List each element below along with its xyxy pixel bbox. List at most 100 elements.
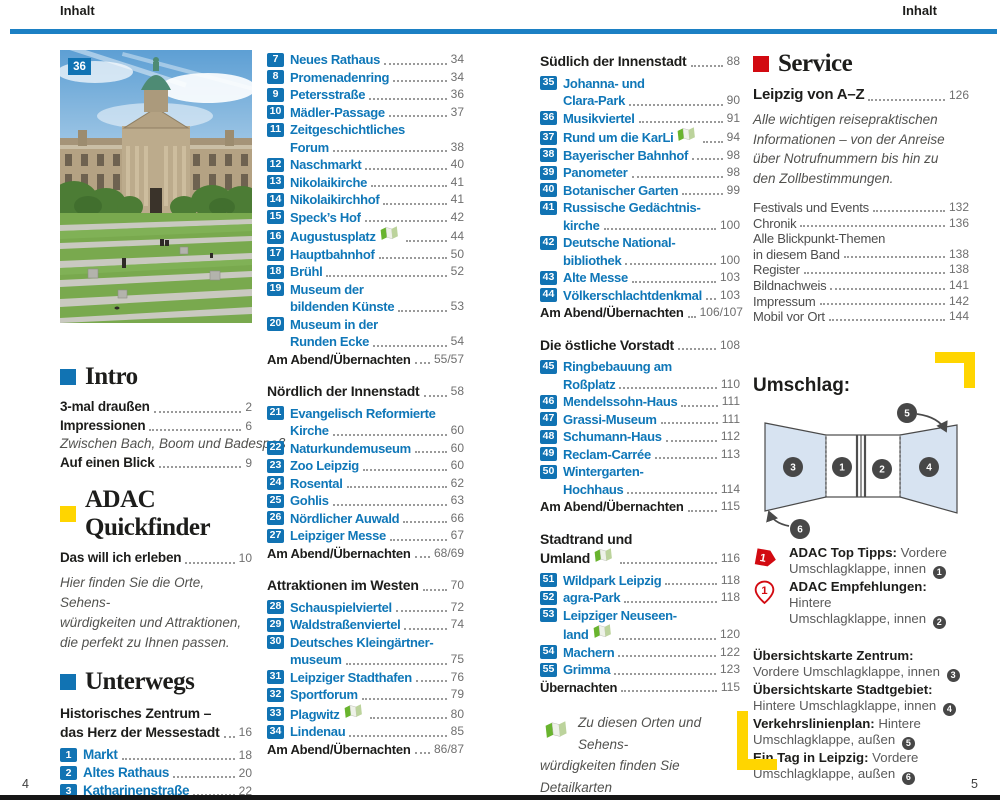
legend-line: Umschlagklappe, innen 2	[789, 611, 969, 629]
dot-leader	[800, 225, 945, 228]
dot-leader	[638, 121, 723, 123]
circle-number-badge: 6	[901, 771, 915, 785]
entry-label: bibliothek	[563, 252, 622, 268]
map-icon	[677, 127, 697, 146]
toc-row: Mobil vor Ort 144	[753, 309, 969, 325]
entry-label: Forum	[290, 139, 329, 155]
entry-label: Lindenau	[290, 724, 346, 739]
blurb-line: würdigkeiten und Attraktionen,	[60, 614, 242, 630]
yellow-corner-bracket-bottom	[737, 711, 777, 770]
legend-line: Umschlagklappe, innen 1	[789, 561, 969, 579]
entry-label: Altes Rathaus	[83, 764, 170, 780]
legend-item: 1 ADAC Empfehlungen: Hintere Umschlagklapp…	[753, 579, 969, 629]
dot-leader	[223, 735, 235, 738]
page-number: 110	[720, 376, 740, 391]
entry-label: Clara-Park	[563, 93, 626, 108]
toc-row: 51 Wildpark Leipzig 118	[540, 572, 740, 590]
page-number: 66	[450, 510, 464, 525]
blue-square-bullet	[60, 673, 76, 690]
map-icon	[593, 624, 613, 643]
legend-icon-cell: 1	[753, 579, 789, 629]
entry-label: Ringbebauung am	[563, 359, 672, 374]
page-number: 118	[720, 590, 740, 604]
toc-row: Hochhaus 114	[540, 481, 740, 499]
page-number: 138	[948, 262, 969, 277]
page-number: 72	[450, 599, 464, 614]
entry-label: Waldstraßenviertel	[290, 617, 401, 632]
toc-section-header: Südlich der Innenstadt 88	[540, 53, 740, 71]
page-number: 53	[450, 299, 464, 313]
toc-footer-row: Am Abend/Übernachten 55/57	[267, 351, 464, 369]
dot-leader	[868, 99, 945, 101]
toc-row: Bildnachweis 141	[753, 278, 969, 294]
dot-leader	[603, 228, 716, 230]
page-number-right: 5	[971, 777, 978, 791]
dot-leader	[361, 697, 447, 700]
entry-number-badge: 35	[540, 76, 557, 90]
entry-label: Rund um die KarLi	[563, 130, 674, 145]
dot-leader	[346, 486, 447, 488]
toc-row: 31 Leipziger Stadthafen 76	[267, 669, 464, 687]
service-blurb: Alle wichtigen reisepraktischen Informati…	[753, 110, 969, 188]
entry-label: Alte Messe	[563, 270, 628, 285]
entry-label: Leipzig von A–Z	[753, 86, 865, 103]
page-number: 18	[238, 747, 252, 762]
block-line: Verkehrslinienplan: Hintere	[753, 716, 921, 732]
dot-leader	[819, 303, 945, 306]
dot-leader	[654, 457, 717, 459]
entry-label: Roßplatz	[563, 376, 616, 392]
entry-label: Evangelisch Reformierte	[290, 405, 436, 421]
toc-row: land 120	[540, 624, 740, 644]
toc-row: Alle Blickpunkt-Themen	[753, 231, 969, 247]
arrow-5	[916, 412, 948, 433]
entry-label: Augustusplatz	[290, 229, 376, 244]
block-bold-label: Übersichtskarte Zentrum:	[753, 647, 914, 663]
toc-row: 32 Sportforum 79	[267, 686, 464, 704]
block-line: Vordere Umschlagklappe, innen 3	[753, 664, 969, 683]
entry-label: Stadtrand und	[540, 530, 633, 547]
dot-leader	[393, 80, 447, 82]
toc-row: 13 Nikolaikirche 41	[267, 174, 464, 192]
entry-number-badge: 17	[267, 247, 284, 261]
entry-label: Johanna- und	[563, 75, 645, 91]
toc-section-header: Die östliche Vorstadt 108	[540, 337, 740, 355]
dot-leader	[843, 256, 945, 259]
toc-row: Historisches Zentrum –	[60, 704, 252, 723]
page-number: 10	[238, 551, 252, 565]
entry-number-badge: 40	[540, 183, 557, 197]
dot-leader	[415, 680, 447, 682]
entry-label: Machern	[563, 644, 615, 660]
entry-number-badge: 13	[267, 175, 284, 189]
toc-row: 18 Brühl 52	[267, 263, 464, 281]
adac-empfehlung-icon: 1	[753, 580, 776, 609]
entry-label: Neues Rathaus	[290, 52, 381, 67]
toc-entry-list: 21 Evangelisch Reformierte Kirche 60 22 Natur…	[267, 405, 464, 545]
entry-number-badge: 8	[267, 70, 284, 84]
spine-lines	[855, 434, 867, 497]
entry-label: Leipziger Neuseen-	[563, 607, 677, 623]
entry-label: kirche	[563, 217, 600, 233]
toc-row: 46 Mendelssohn-Haus 111	[540, 393, 740, 411]
page-number: 80	[450, 706, 464, 721]
entry-label: Umland	[540, 550, 591, 566]
page-number: 142	[948, 293, 969, 308]
entry-label: Auf einen Blick	[60, 454, 155, 470]
entry-number-badge: 41	[540, 200, 557, 215]
page-number: 100	[719, 217, 740, 232]
dot-leader	[378, 257, 447, 259]
dot-leader	[414, 451, 447, 453]
page-number-left: 4	[22, 777, 29, 791]
column-1: 36 Intro 3-mal draußen 2 Impressionen 6 Zwis…	[60, 50, 286, 800]
page-number: 16	[238, 724, 252, 739]
page-number: 136	[948, 215, 969, 230]
block-bold-label: Ein Tag in Leipzig:	[753, 750, 869, 766]
dot-leader	[621, 690, 717, 692]
dot-leader	[830, 287, 945, 290]
entry-number-badge: 48	[540, 429, 557, 444]
toc-row: 34 Lindenau 85	[267, 723, 464, 741]
dot-leader	[332, 433, 447, 436]
toc-footer-row: Am Abend/Übernachten 86/87	[267, 741, 464, 759]
quickfinder-items: Das will ich erleben 10	[60, 549, 252, 568]
page-number: 122	[719, 644, 740, 659]
entry-number-badge: 19	[267, 282, 284, 296]
